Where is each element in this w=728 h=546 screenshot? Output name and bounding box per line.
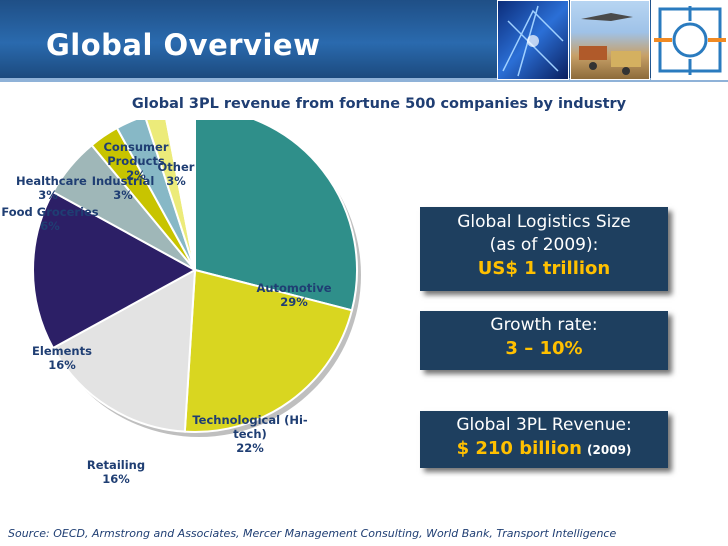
label-healthcare: Healthcare 3% bbox=[16, 174, 87, 202]
chart-title: Global 3PL revenue from fortune 500 comp… bbox=[131, 96, 627, 112]
network-thumbnail-image bbox=[497, 0, 569, 80]
supply-chain-diagram-image bbox=[651, 0, 728, 80]
label-automotive: Automotive 29% bbox=[256, 281, 332, 309]
revenue-year: (2009) bbox=[587, 443, 632, 457]
pie-slice-technological-hi-tech bbox=[183, 268, 354, 433]
pie-slice-elements bbox=[32, 190, 198, 350]
source-citation: Source: OECD, Armstrong and Associates, … bbox=[8, 527, 617, 540]
revenue-box: Global 3PL Revenue: $ 210 billion (2009) bbox=[420, 411, 668, 468]
logistics-size-box: Global Logistics Size (as of 2009): US$ … bbox=[420, 207, 668, 291]
growth-rate-value: 3 – 10% bbox=[505, 338, 583, 359]
pie-slice-automotive bbox=[194, 120, 358, 312]
label-elements: Elements 16% bbox=[32, 344, 92, 372]
label-consumer-products: Consumer Products 2% bbox=[103, 140, 169, 182]
logistics-size-date: (as of 2009): bbox=[489, 235, 599, 255]
revenue-label: Global 3PL Revenue: bbox=[456, 415, 632, 435]
header-divider bbox=[0, 78, 728, 82]
label-technological: Technological (Hi-tech) 22% bbox=[192, 413, 308, 455]
growth-rate-label: Growth rate: bbox=[490, 315, 598, 335]
revenue-value: $ 210 billion bbox=[456, 438, 582, 459]
logistics-size-value: US$ 1 trillion bbox=[477, 258, 611, 279]
page-title: Global Overview bbox=[46, 28, 321, 62]
label-retailing: Retailing 16% bbox=[86, 458, 146, 486]
pie-slice-industrial bbox=[115, 120, 196, 271]
pie-chart bbox=[32, 120, 361, 437]
growth-rate-box: Growth rate: 3 – 10% bbox=[420, 311, 668, 370]
logistics-size-label: Global Logistics Size bbox=[457, 212, 631, 232]
pie-slice-retailing bbox=[51, 268, 197, 433]
pie-slice-other bbox=[165, 120, 196, 271]
label-industrial: Industrial 3% bbox=[91, 174, 155, 202]
label-food-groceries: Food Groceries 6% bbox=[1, 205, 99, 233]
logistics-collage-image bbox=[570, 0, 650, 80]
pie-slice-consumer-products bbox=[145, 120, 196, 271]
label-other: Other 3% bbox=[157, 160, 195, 188]
